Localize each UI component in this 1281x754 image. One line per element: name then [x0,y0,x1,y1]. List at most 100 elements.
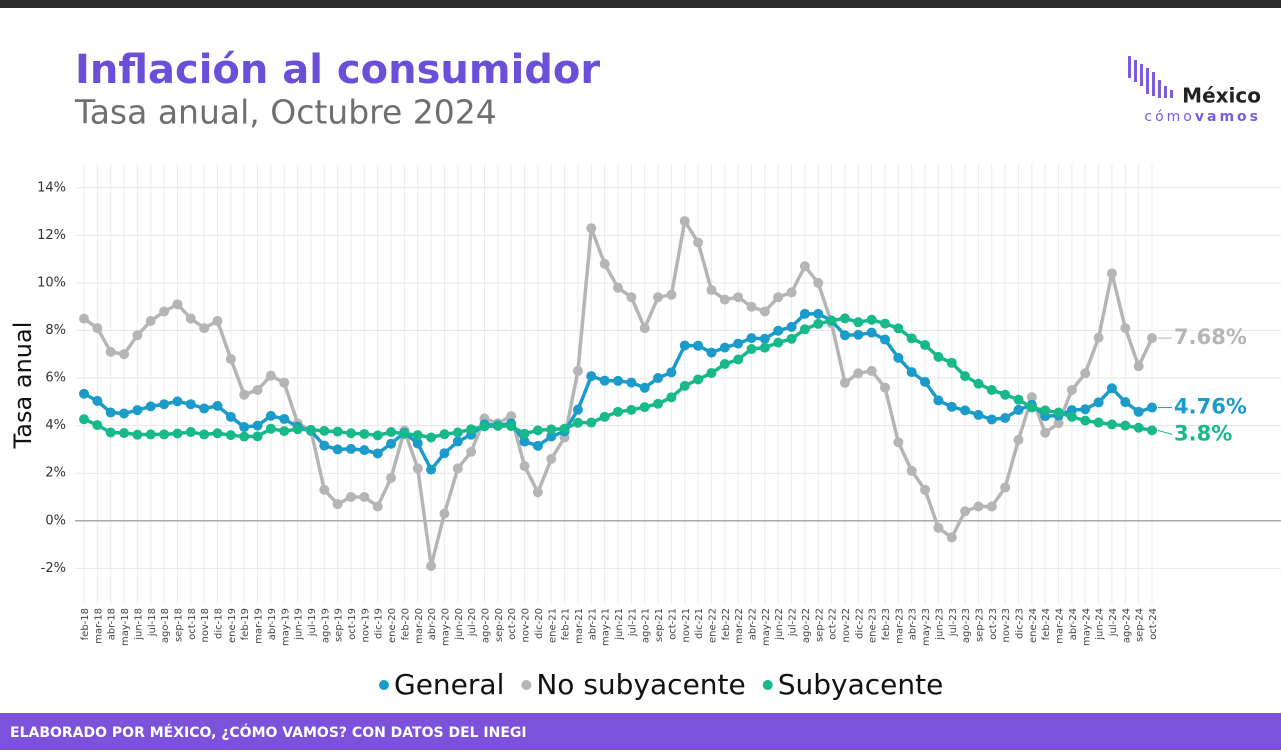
legend-marker [763,680,773,690]
point [653,292,663,302]
point [947,402,957,412]
point [453,463,463,473]
legend-label: General [394,668,504,701]
point [920,485,930,495]
x-tick-label: ago-18 [160,608,171,643]
point [867,328,877,338]
x-tick-label: may-21 [601,608,612,646]
point [226,430,236,440]
point [600,412,610,422]
point [987,501,997,511]
point [573,405,583,415]
point [159,306,169,316]
point [586,223,596,233]
point [186,427,196,437]
point [907,333,917,343]
point [172,396,182,406]
point [279,378,289,388]
x-tick-label: dic-18 [214,608,225,639]
x-tick-label: jul-19 [307,608,318,637]
point [573,418,583,428]
x-tick-label: ene-24 [1028,608,1039,643]
point [840,330,850,340]
point [586,371,596,381]
x-tick-label: ene-22 [707,608,718,643]
point [586,418,596,428]
y-tick-label: 8% [45,323,66,338]
point [373,430,383,440]
x-tick-label: mar-22 [734,608,745,644]
point [1094,418,1104,428]
point [933,352,943,362]
point [466,424,476,434]
x-tick-label: sep-21 [654,608,665,642]
point [1120,397,1130,407]
x-tick-label: mar-20 [414,608,425,644]
x-tick-label: ago-22 [801,608,812,643]
x-tick-label: jul-22 [788,608,799,637]
x-tick-label: jun-18 [133,608,144,641]
point [533,487,543,497]
point [1080,368,1090,378]
point [733,292,743,302]
y-tick-label: 10% [37,275,66,290]
point [1080,404,1090,414]
x-tick-label: mar-19 [254,608,265,644]
x-tick-label: feb-22 [721,608,732,640]
point [787,322,797,332]
x-tick-label: jun-20 [454,608,465,641]
x-tick-label: feb-19 [240,608,251,640]
point [92,396,102,406]
point [239,422,249,432]
point [1014,405,1024,415]
x-tick-label: dic-22 [854,608,865,639]
point [239,432,249,442]
x-tick-label: oct-21 [667,608,678,640]
point [1147,425,1157,435]
point [493,421,503,431]
point [640,383,650,393]
point [92,323,102,333]
footer: ELABORADO POR MÉXICO, ¿CÓMO VAMOS? CON D… [10,723,527,741]
point [706,368,716,378]
x-tick-label: jun-19 [294,608,305,641]
point [880,383,890,393]
point [132,330,142,340]
point [333,499,343,509]
x-tick-label: feb-24 [1041,608,1052,640]
point [533,425,543,435]
point [907,367,917,377]
point [413,430,423,440]
point [546,454,556,464]
point [1014,435,1024,445]
point [1000,482,1010,492]
point [693,341,703,351]
point [787,334,797,344]
point [973,379,983,389]
point [666,367,676,377]
x-tick-label: mar-18 [93,608,104,644]
logo-bottom: cómovamos [1144,109,1261,125]
point [306,425,316,435]
point [79,414,89,424]
point [640,402,650,412]
point [1094,397,1104,407]
point [1000,413,1010,423]
point [613,283,623,293]
point [106,428,116,438]
logo-light: cómo [1144,109,1194,125]
x-tick-label: ago-24 [1121,608,1132,643]
point [373,448,383,458]
point [760,343,770,353]
legend-marker [379,680,389,690]
point [680,340,690,350]
point [573,366,583,376]
point [987,414,997,424]
x-tick-label: ago-21 [641,608,652,643]
x-tick-label: feb-20 [400,608,411,640]
point [626,405,636,415]
end-label: 7.68% [1174,325,1247,349]
point [132,405,142,415]
point [346,428,356,438]
x-tick-label: jul-21 [627,608,638,637]
